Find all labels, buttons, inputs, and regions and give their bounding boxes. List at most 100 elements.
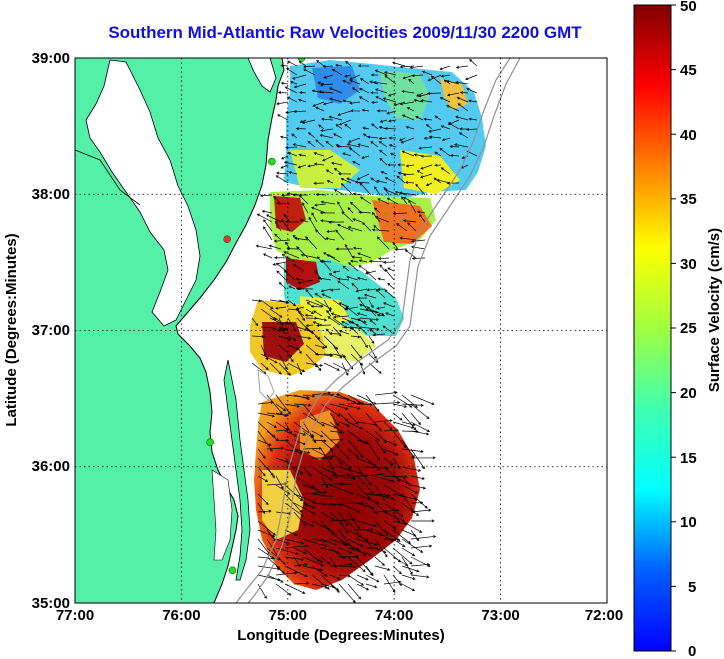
velocity-arrow [379, 264, 386, 272]
velocity-arrow [383, 537, 400, 541]
velocity-arrow [338, 448, 350, 460]
velocity-arrow [360, 196, 372, 205]
velocity-arrow [365, 484, 374, 495]
velocity-arrow [342, 79, 352, 85]
velocity-arrow [323, 299, 332, 313]
velocity-arrow [384, 289, 395, 299]
velocity-arrow [410, 519, 435, 523]
velocity-arrow [314, 362, 322, 372]
velocity-arrow [386, 110, 397, 115]
velocity-arrow [346, 143, 361, 148]
velocity-arrow [466, 88, 478, 94]
colorbar-tick-labels: 50 45 40 35 30 25 20 15 10 5 0 [680, 0, 697, 659]
velocity-arrow [311, 430, 324, 438]
velocity-arrow [287, 344, 299, 351]
velocity-arrow [275, 565, 285, 574]
velocity-arrow [383, 448, 399, 456]
velocity-arrow [302, 394, 316, 398]
velocity-arrow [401, 150, 415, 157]
velocity-arrow [337, 110, 352, 116]
velocity-arrow [410, 421, 431, 433]
velocity-arrow [345, 306, 359, 317]
velocity-arrow [347, 583, 362, 600]
velocity-arrow [410, 239, 426, 243]
velocity-arrow [335, 247, 353, 251]
velocity-arrow [387, 267, 395, 272]
velocity-arrow [311, 391, 332, 396]
velocity-arrow [428, 128, 442, 133]
velocity-arrow [322, 155, 334, 162]
pamlico-sound [211, 469, 233, 561]
velocity-arrow [275, 175, 289, 184]
velocity-arrow [278, 362, 291, 376]
velocity-arrow [369, 319, 377, 326]
velocity-arrow [455, 80, 469, 85]
velocity-arrow [368, 308, 385, 316]
velocity-arrow [350, 201, 363, 214]
velocity-arrow [260, 299, 274, 310]
velocity-arrow [401, 114, 415, 121]
velocity-arrow [297, 279, 314, 285]
velocity-arrow [328, 115, 343, 121]
velocity-arrow [293, 110, 307, 114]
velocity-arrow [316, 59, 325, 67]
velocity-arrow [410, 430, 430, 436]
velocity-arrow [319, 211, 336, 215]
velocity-arrow [410, 529, 419, 542]
velocity-arrow [281, 218, 291, 232]
velocity-arrow [359, 303, 368, 308]
velocity-arrow [259, 194, 273, 198]
velocity-arrow [307, 140, 316, 148]
velocity-arrow [278, 281, 287, 290]
velocity-arrow [272, 261, 287, 266]
velocity-arrow [293, 430, 307, 436]
velocity-arrow [362, 126, 370, 130]
velocity-arrow [347, 448, 359, 458]
velocity-arrow [323, 74, 334, 79]
velocity-arrow [439, 65, 451, 71]
velocity-arrow [336, 144, 352, 148]
velocity-arrow [293, 403, 312, 407]
velocity-arrow [356, 538, 378, 546]
velocity-arrow [374, 484, 386, 502]
velocity-arrow [401, 475, 412, 487]
velocity-arrow [359, 182, 372, 196]
velocity-arrow [320, 200, 336, 205]
velocity-arrow [345, 60, 352, 67]
velocity-arrow [320, 583, 336, 589]
velocity-arrow [284, 493, 303, 513]
velocity-arrow [407, 222, 417, 232]
velocity-arrow [283, 251, 300, 259]
velocity-arrow [405, 164, 415, 168]
velocity-arrow [392, 556, 409, 566]
velocity-arrow [287, 317, 297, 332]
velocity-arrow [383, 520, 397, 530]
velocity-arrow [286, 247, 300, 251]
velocity-arrow [326, 230, 336, 234]
velocity-arrow [436, 178, 451, 184]
velocity-arrow [365, 466, 390, 470]
velocity-arrow [401, 89, 415, 94]
velocity-arrow [319, 134, 334, 139]
y-tick-label: 38:00 [32, 186, 70, 203]
velocity-arrow [347, 466, 355, 480]
velocity-arrow [292, 74, 307, 80]
velocity-arrow [376, 236, 390, 250]
velocity-arrow [392, 403, 408, 408]
velocity-arrow [374, 69, 388, 76]
velocity-arrow [378, 140, 388, 148]
velocity-arrow [355, 288, 368, 293]
colorbar-tick-label: 35 [680, 191, 697, 208]
velocity-arrow [302, 520, 315, 527]
velocity-arrow [425, 124, 433, 130]
velocity-arrow [317, 81, 325, 85]
velocity-arrow [392, 394, 413, 408]
velocity-arrow [368, 259, 386, 263]
velocity-arrow [281, 254, 296, 263]
velocity-arrow [292, 193, 309, 197]
velocity-arrow [284, 403, 301, 408]
velocity-arrow [299, 119, 307, 123]
velocity-arrow [301, 202, 309, 214]
velocity-arrow [365, 472, 385, 477]
velocity-arrow [329, 502, 343, 507]
